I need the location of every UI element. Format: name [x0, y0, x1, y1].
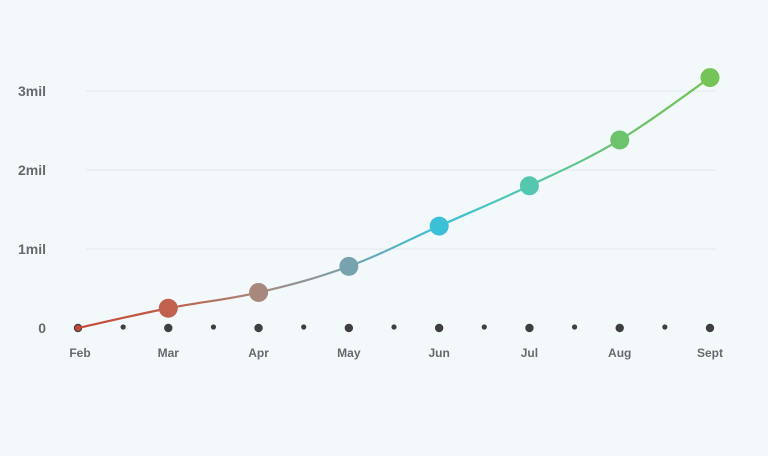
x-axis-minor-dot — [662, 324, 668, 330]
data-point-apr[interactable] — [249, 282, 269, 302]
data-point-may[interactable] — [339, 256, 359, 276]
x-axis-dot — [254, 323, 263, 333]
x-axis-minor-dot — [210, 324, 217, 330]
x-axis-dot — [705, 323, 715, 333]
data-point-jun[interactable] — [429, 216, 449, 236]
y-tick-label: 0 — [38, 320, 46, 336]
data-point-sept[interactable] — [700, 68, 720, 88]
x-tick-label: Jul — [521, 346, 538, 360]
data-point-mar[interactable] — [158, 298, 178, 318]
x-axis-dot — [434, 323, 444, 333]
x-axis-minor-dot — [301, 324, 307, 330]
x-tick-label: Sept — [697, 346, 723, 360]
data-point-jul[interactable] — [519, 176, 539, 196]
x-tick-label: May — [337, 346, 361, 360]
data-point-aug[interactable] — [610, 130, 630, 150]
x-axis-minor-dot — [120, 324, 126, 330]
x-axis-minor-dot — [481, 324, 487, 330]
x-axis-dots — [73, 323, 715, 333]
data-points — [75, 68, 720, 331]
x-axis-dot — [615, 323, 624, 333]
x-axis-ticks: Feb Mar Apr May Jun Jul Aug Sept — [69, 346, 723, 360]
x-axis-dot — [164, 323, 173, 333]
gridlines — [86, 90, 716, 250]
x-tick-label: Feb — [69, 346, 90, 360]
series-line — [76, 76, 712, 330]
y-tick-label: 3mil — [18, 83, 46, 99]
y-tick-label: 2mil — [18, 162, 46, 178]
x-axis-minor-dot — [391, 324, 397, 330]
x-axis-dot — [525, 323, 534, 333]
y-tick-label: 1mil — [18, 241, 46, 257]
x-axis-dot — [344, 323, 354, 333]
data-point-feb[interactable] — [75, 325, 81, 331]
x-tick-label: Apr — [248, 346, 269, 360]
x-axis-minor-dot — [571, 324, 578, 330]
y-axis-ticks: 0 1mil 2mil 3mil — [18, 83, 46, 336]
series-line-group — [76, 76, 712, 330]
x-tick-label: Aug — [608, 346, 631, 360]
x-tick-label: Jun — [428, 346, 449, 360]
x-tick-label: Mar — [158, 346, 180, 360]
